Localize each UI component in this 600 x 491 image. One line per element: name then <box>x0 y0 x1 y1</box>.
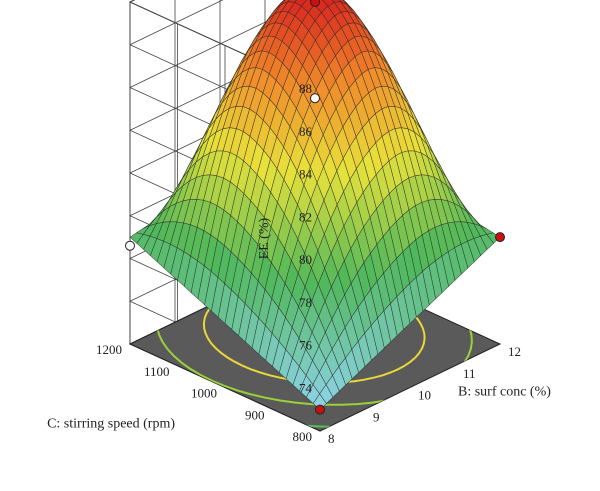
c-tick-label: 800 <box>293 429 313 444</box>
design-point <box>315 404 325 415</box>
design-point <box>125 240 135 251</box>
c-tick-label: 1100 <box>144 364 170 379</box>
c-tick-label: 1000 <box>191 386 217 401</box>
surface-cell <box>312 393 327 410</box>
c-tick-label: 900 <box>245 407 265 422</box>
c-tick-label: 1200 <box>96 342 122 357</box>
design-point <box>310 0 320 7</box>
z-tick-label: 82 <box>299 209 312 224</box>
b-tick-label: 10 <box>418 388 431 403</box>
c-axis-title: C: stirring speed (rpm) <box>47 417 175 432</box>
z-tick-label: 84 <box>299 167 313 182</box>
z-tick-label: 88 <box>299 81 312 96</box>
z-tick-label: 78 <box>299 295 312 310</box>
z-tick-label: 86 <box>299 124 313 139</box>
b-tick-label: 11 <box>463 366 476 381</box>
design-points <box>125 0 505 415</box>
design-point <box>495 232 505 243</box>
z-axis-title: EE (%) <box>257 217 272 259</box>
b-tick-label: 8 <box>328 431 335 446</box>
z-tick-label: 76 <box>299 338 313 353</box>
z-tick-label: 80 <box>299 252 312 267</box>
response-surface <box>129 0 501 410</box>
b-tick-label: 9 <box>373 409 380 424</box>
axis-ticks: 7476788082848688891011128009001000110012… <box>96 81 521 446</box>
design-point <box>310 93 320 104</box>
b-tick-label: 12 <box>508 344 521 359</box>
b-axis-title: B: surf conc (%) <box>458 385 551 400</box>
z-tick-label: 74 <box>299 380 313 395</box>
